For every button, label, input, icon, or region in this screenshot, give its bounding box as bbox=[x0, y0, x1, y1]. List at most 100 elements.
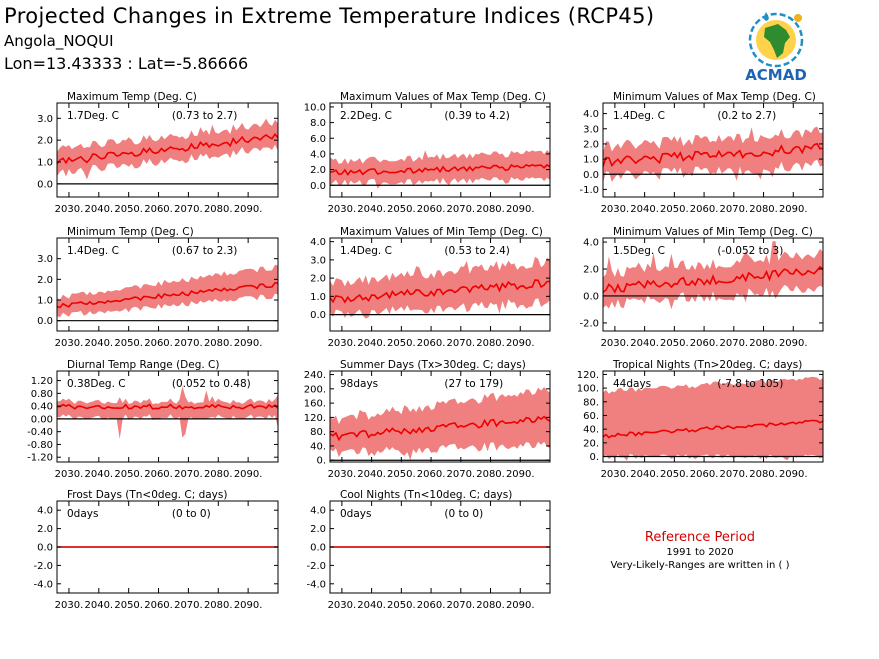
plot-frame bbox=[602, 237, 824, 332]
y-tick-label: 3.0 bbox=[310, 255, 326, 266]
y-tick-label: 0.0 bbox=[37, 179, 53, 190]
y-tick-label: -0.80 bbox=[27, 440, 53, 451]
y-tick-label: 0.0 bbox=[310, 310, 326, 321]
africa-map-logo-icon bbox=[748, 12, 804, 68]
x-tick-label: 2030. bbox=[328, 338, 357, 349]
range-band bbox=[603, 376, 823, 461]
y-tick-label: 120. bbox=[304, 413, 326, 424]
station-name: Angola_NOQUI bbox=[4, 32, 114, 50]
change-value: 1.7Deg. C bbox=[67, 110, 119, 122]
y-tick-label: 80. bbox=[310, 427, 326, 438]
logo-text: ACMAD bbox=[745, 66, 807, 84]
y-tick-label: 0.0 bbox=[583, 170, 599, 181]
x-tick-label: 2070. bbox=[446, 204, 475, 215]
chart-panel-5: Maximum Values of Min Temp (Deg. C) 1.4De… bbox=[310, 226, 551, 349]
x-tick-label: 2050. bbox=[114, 600, 143, 611]
reference-title: Reference Period bbox=[644, 530, 756, 545]
chart-panel-6: Minimum Values of Min Temp (Deg. C) 1.5De… bbox=[579, 226, 824, 349]
y-tick-label: 1.0 bbox=[310, 292, 326, 303]
x-tick-label: 2030. bbox=[55, 338, 84, 349]
chart-title: Maximum Values of Max Temp (Deg. C) bbox=[340, 91, 546, 103]
y-tick-label: 120. bbox=[577, 370, 599, 381]
y-tick-label: -2.0 bbox=[306, 561, 326, 572]
chart-panel-3: Minimum Values of Max Temp (Deg. C) 1.4De… bbox=[579, 91, 824, 215]
chart-title: Maximum Values of Min Temp (Deg. C) bbox=[340, 226, 543, 238]
x-tick-label: 2050. bbox=[387, 338, 416, 349]
x-tick-label: 2080. bbox=[476, 338, 505, 349]
x-tick-label: 2030. bbox=[601, 338, 630, 349]
x-tick-label: 2080. bbox=[204, 600, 233, 611]
x-tick-label: 2090. bbox=[506, 600, 535, 611]
x-tick-label: 2070. bbox=[174, 600, 203, 611]
x-tick-label: 2060. bbox=[144, 600, 173, 611]
x-tick-label: 2040. bbox=[84, 204, 113, 215]
x-tick-label: 2070. bbox=[446, 338, 475, 349]
y-tick-label: 3.0 bbox=[37, 254, 53, 265]
change-value: 0days bbox=[67, 508, 98, 520]
y-tick-label: 200. bbox=[304, 384, 326, 395]
y-tick-label: 4.0 bbox=[583, 238, 599, 249]
mean-line bbox=[329, 279, 551, 304]
x-tick-label: 2040. bbox=[630, 469, 659, 480]
x-tick-label: 2090. bbox=[234, 469, 263, 480]
x-tick-label: 2070. bbox=[174, 338, 203, 349]
chart-panel-1: Maximum Temp (Deg. C) 1.7Deg. C (0.73 to 2… bbox=[37, 91, 279, 215]
y-tick-label: 0. bbox=[589, 452, 599, 463]
y-tick-label: -1.20 bbox=[27, 453, 53, 464]
range-band bbox=[57, 386, 278, 439]
x-tick-label: 2060. bbox=[144, 338, 173, 349]
likely-range: (-7.8 to 105) bbox=[717, 378, 783, 390]
change-value: 0days bbox=[340, 508, 371, 520]
likely-range: (0.39 to 4.2) bbox=[444, 110, 510, 122]
x-tick-label: 2090. bbox=[779, 204, 808, 215]
y-tick-label: -0.40 bbox=[27, 427, 53, 438]
mean-line bbox=[602, 265, 824, 294]
chart-panel-11: Cool Nights (Tn<10deg. C; days) 0days (0 t… bbox=[306, 489, 551, 611]
y-tick-label: 1.0 bbox=[583, 155, 599, 166]
change-value: 1.4Deg. C bbox=[340, 245, 392, 257]
chart-title: Summer Days (Tx>30deg. C; days) bbox=[340, 359, 526, 371]
x-tick-label: 2070. bbox=[719, 469, 748, 480]
chart-panel-2: Maximum Values of Max Temp (Deg. C) 2.2De… bbox=[304, 91, 551, 215]
x-tick-label: 2080. bbox=[749, 204, 778, 215]
y-tick-label: 160. bbox=[304, 399, 326, 410]
y-tick-label: 0. bbox=[316, 456, 326, 467]
x-tick-label: 2060. bbox=[690, 338, 719, 349]
y-tick-label: 240. bbox=[304, 370, 326, 381]
x-tick-label: 2040. bbox=[357, 338, 386, 349]
likely-range: (0.2 to 2.7) bbox=[717, 110, 776, 122]
x-tick-label: 2090. bbox=[779, 338, 808, 349]
x-tick-label: 2090. bbox=[506, 204, 535, 215]
y-tick-label: 2.0 bbox=[37, 136, 53, 147]
x-tick-label: 2050. bbox=[387, 204, 416, 215]
x-tick-label: 2080. bbox=[749, 338, 778, 349]
y-tick-label: 2.0 bbox=[583, 139, 599, 150]
chart-title: Minimum Values of Max Temp (Deg. C) bbox=[613, 91, 816, 103]
range-band bbox=[330, 387, 550, 461]
x-tick-label: 2040. bbox=[84, 600, 113, 611]
plot-frame bbox=[329, 102, 551, 198]
x-tick-label: 2070. bbox=[446, 600, 475, 611]
y-tick-label: 4.0 bbox=[37, 506, 53, 517]
likely-range: (0.73 to 2.7) bbox=[172, 110, 238, 122]
change-value: 1.4Deg. C bbox=[613, 110, 665, 122]
change-value: 2.2Deg. C bbox=[340, 110, 392, 122]
x-tick-label: 2050. bbox=[387, 469, 416, 480]
y-tick-label: 60. bbox=[583, 411, 599, 422]
y-tick-label: 4.0 bbox=[583, 109, 599, 120]
x-tick-label: 2090. bbox=[234, 600, 263, 611]
mean-line bbox=[602, 419, 824, 439]
y-tick-label: 0.00 bbox=[31, 414, 53, 425]
chart-title: Frost Days (Tn<0deg. C; days) bbox=[67, 489, 227, 501]
x-tick-label: 2050. bbox=[387, 600, 416, 611]
likely-range: (0.53 to 2.4) bbox=[444, 245, 510, 257]
chart-panel-10: Frost Days (Tn<0deg. C; days) 0days (0 to … bbox=[33, 489, 279, 611]
likely-range: (0.052 to 0.48) bbox=[172, 378, 251, 390]
change-value: 44days bbox=[613, 378, 651, 390]
x-tick-label: 2090. bbox=[234, 338, 263, 349]
plot-frame bbox=[56, 102, 279, 198]
x-tick-label: 2060. bbox=[417, 204, 446, 215]
plot-frame bbox=[329, 370, 551, 463]
y-tick-label: -2.0 bbox=[579, 318, 599, 329]
x-tick-label: 2090. bbox=[779, 469, 808, 480]
